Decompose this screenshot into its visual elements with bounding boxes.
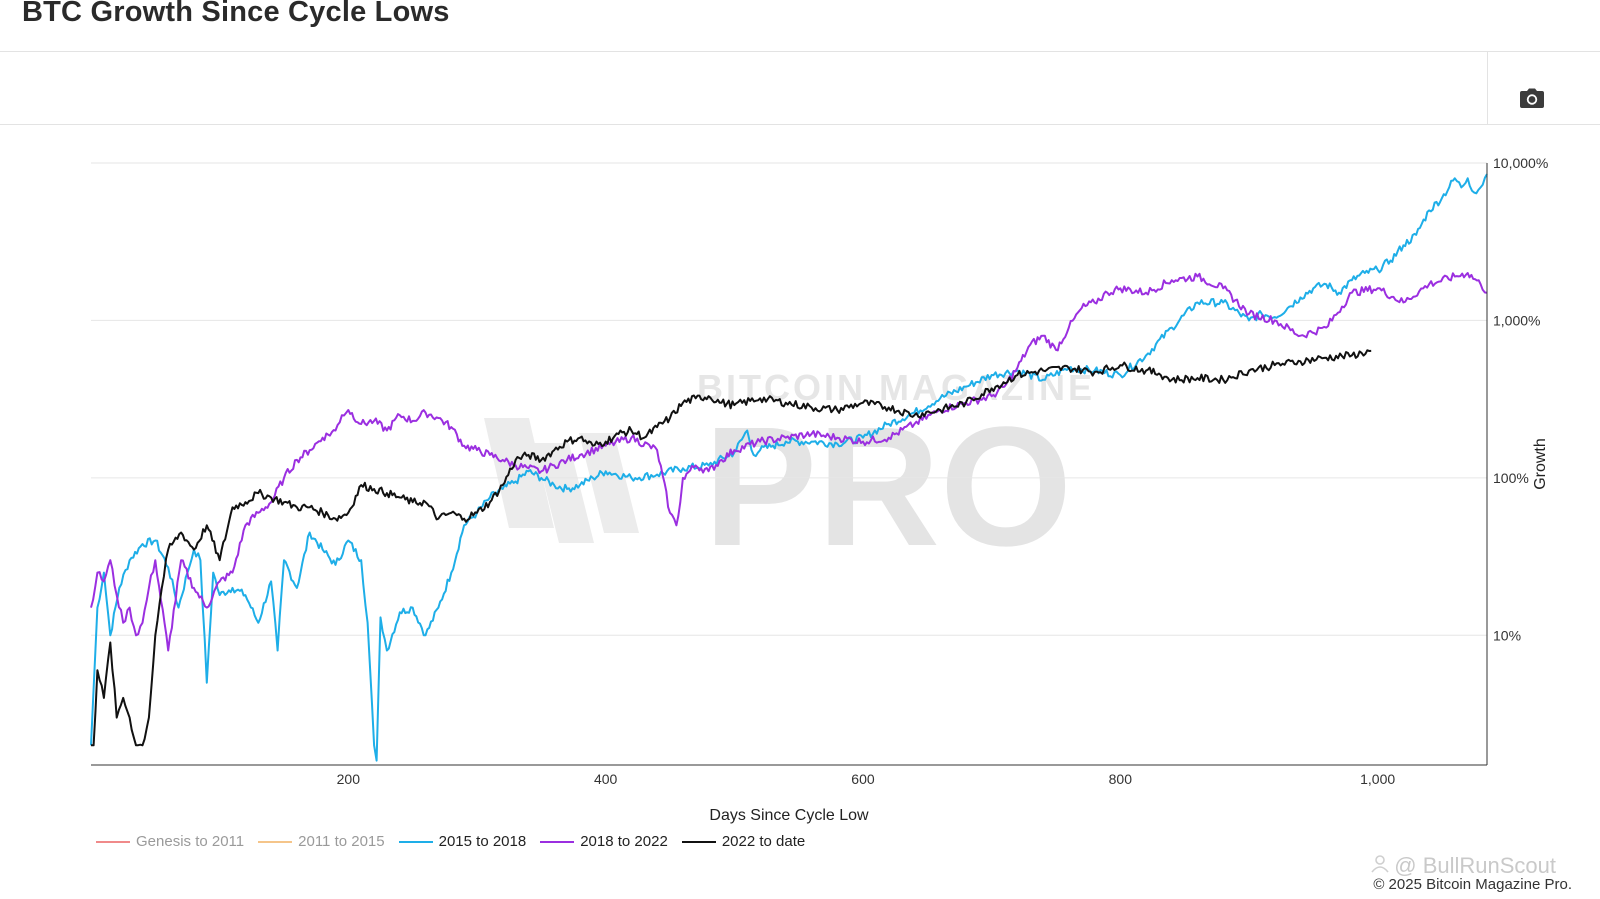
series-line-2018-to-2022 — [90, 272, 1488, 652]
y-tick-label: 1,000% — [1493, 312, 1540, 328]
axes: 10% 100% 1,000% 10,000% 200 400 600 800 1,000 — [91, 155, 1548, 787]
series-lines — [90, 173, 1488, 762]
x-tick-label: 1,000 — [1360, 771, 1395, 787]
page-title: BTC Growth Since Cycle Lows — [22, 0, 450, 28]
legend-swatch — [258, 840, 293, 843]
legend-label: 2022 to date — [721, 833, 806, 850]
brand-watermark: BITCOIN MAGAZINE PRO — [484, 367, 1092, 582]
legend: Genesis to 2011 2011 to 2015 2015 to 2018 2… — [96, 833, 805, 850]
y-tick-label: 10% — [1493, 627, 1521, 643]
x-tick-label: 600 — [851, 771, 875, 787]
grid-lines — [91, 162, 1487, 636]
toolbar-divider — [0, 124, 1600, 125]
x-tick-label: 400 — [594, 771, 618, 787]
copyright-text: © 2025 Bitcoin Magazine Pro. — [1373, 876, 1572, 893]
top-divider — [0, 51, 1600, 52]
legend-label: Genesis to 2011 — [136, 833, 245, 850]
legend-item-2015-to-2018[interactable]: 2015 to 2018 — [398, 833, 527, 850]
legend-label: 2011 to 2015 — [298, 833, 385, 850]
camera-button[interactable] — [1515, 84, 1549, 112]
user-icon — [1370, 853, 1390, 879]
watermark-text: @ BullRunScout — [1394, 853, 1556, 878]
legend-label: 2015 to 2018 — [438, 833, 527, 850]
legend-swatch — [540, 840, 575, 843]
y-tick-label: 100% — [1493, 470, 1529, 486]
series-line-2022-to-date — [91, 349, 1372, 747]
y-axis-title: Growth — [1532, 438, 1549, 490]
legend-item-2018-to-2022[interactable]: 2018 to 2022 — [540, 833, 668, 850]
legend-label: 2018 to 2022 — [580, 833, 668, 850]
x-tick-label: 200 — [337, 771, 361, 787]
legend-item-2022-to-date[interactable]: 2022 to date — [681, 833, 806, 850]
watermark-main-text: PRO — [704, 392, 1072, 582]
legend-swatch — [681, 840, 716, 843]
legend-swatch — [96, 840, 130, 843]
x-axis-title: Days Since Cycle Low — [709, 807, 869, 824]
toolbar-vertical-divider — [1487, 52, 1488, 124]
series-line-2015-to-2018 — [90, 173, 1488, 762]
overlay-watermark: @ BullRunScout — [1370, 853, 1556, 879]
legend-swatch — [398, 840, 433, 843]
y-tick-label: 10,000% — [1493, 155, 1548, 171]
legend-item-2011-to-2015[interactable]: 2011 to 2015 — [258, 833, 385, 850]
camera-icon — [1520, 88, 1544, 108]
legend-item-genesis-to-2011[interactable]: Genesis to 2011 — [96, 833, 244, 850]
x-tick-label: 800 — [1109, 771, 1133, 787]
watermark-logo — [484, 418, 639, 543]
